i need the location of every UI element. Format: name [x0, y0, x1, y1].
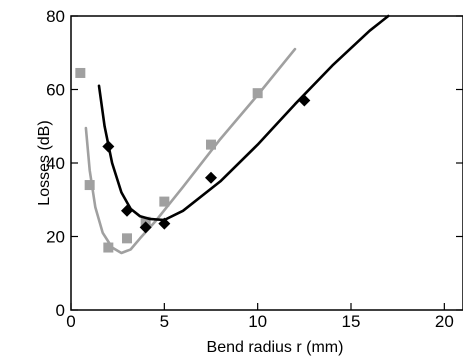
y-tick-label: 40 — [46, 154, 65, 173]
x-tick-label: 10 — [248, 312, 267, 331]
y-axis-ticks: 0 20 40 60 80 — [46, 7, 463, 320]
x-axis-title: Bend radius r (mm) — [207, 339, 344, 356]
data-point — [102, 140, 115, 153]
fit-curve — [97, 14, 390, 222]
y-axis-title: Losses (dB) — [36, 120, 53, 205]
data-point — [159, 196, 170, 207]
x-tick-label: 5 — [160, 312, 169, 331]
data-point — [122, 233, 132, 244]
data-point — [75, 67, 86, 78]
y-tick-label: 80 — [46, 7, 65, 26]
x-axis-ticks: 0 5 10 15 20 — [66, 303, 454, 331]
data-point — [205, 171, 217, 184]
data-point — [139, 221, 152, 234]
data-point — [298, 94, 311, 107]
series-square — [75, 47, 297, 255]
x-tick-label: 0 — [66, 312, 75, 331]
y-tick-label: 20 — [46, 228, 65, 247]
x-tick-label: 20 — [435, 312, 454, 331]
fit-curve — [84, 47, 297, 255]
data-series — [75, 14, 390, 255]
data-point — [84, 180, 95, 191]
data-point — [121, 204, 133, 217]
y-tick-label: 60 — [46, 81, 65, 100]
x-tick-label: 15 — [342, 312, 361, 331]
data-point — [158, 217, 171, 230]
data-point — [206, 139, 216, 150]
data-point — [103, 242, 114, 253]
data-point — [252, 88, 263, 99]
series-diamond — [97, 14, 390, 234]
plot-frame — [70, 15, 463, 311]
y-tick-label: 0 — [56, 301, 65, 320]
